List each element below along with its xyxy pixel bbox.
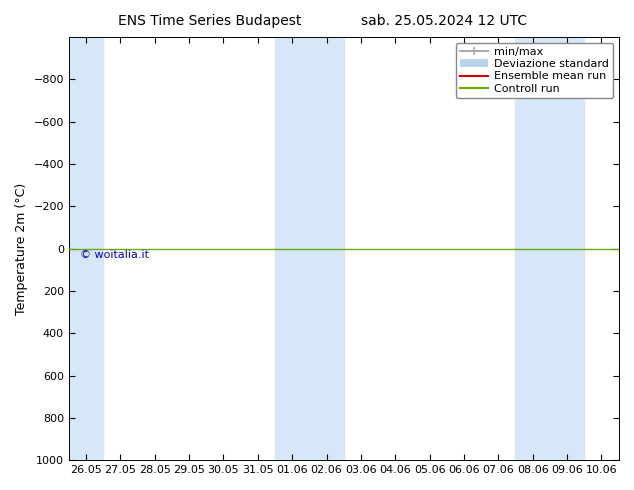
Bar (275, 37, 344, 460)
Bar (69, 37, 103, 460)
Text: sab. 25.05.2024 12 UTC: sab. 25.05.2024 12 UTC (361, 14, 527, 28)
Text: © woitalia.it: © woitalia.it (80, 250, 149, 260)
Text: ENS Time Series Budapest: ENS Time Series Budapest (117, 14, 301, 28)
Legend: min/max, Deviazione standard, Ensemble mean run, Controll run: min/max, Deviazione standard, Ensemble m… (456, 43, 613, 98)
Bar (515, 37, 584, 460)
Y-axis label: Temperature 2m (°C): Temperature 2m (°C) (15, 182, 28, 315)
